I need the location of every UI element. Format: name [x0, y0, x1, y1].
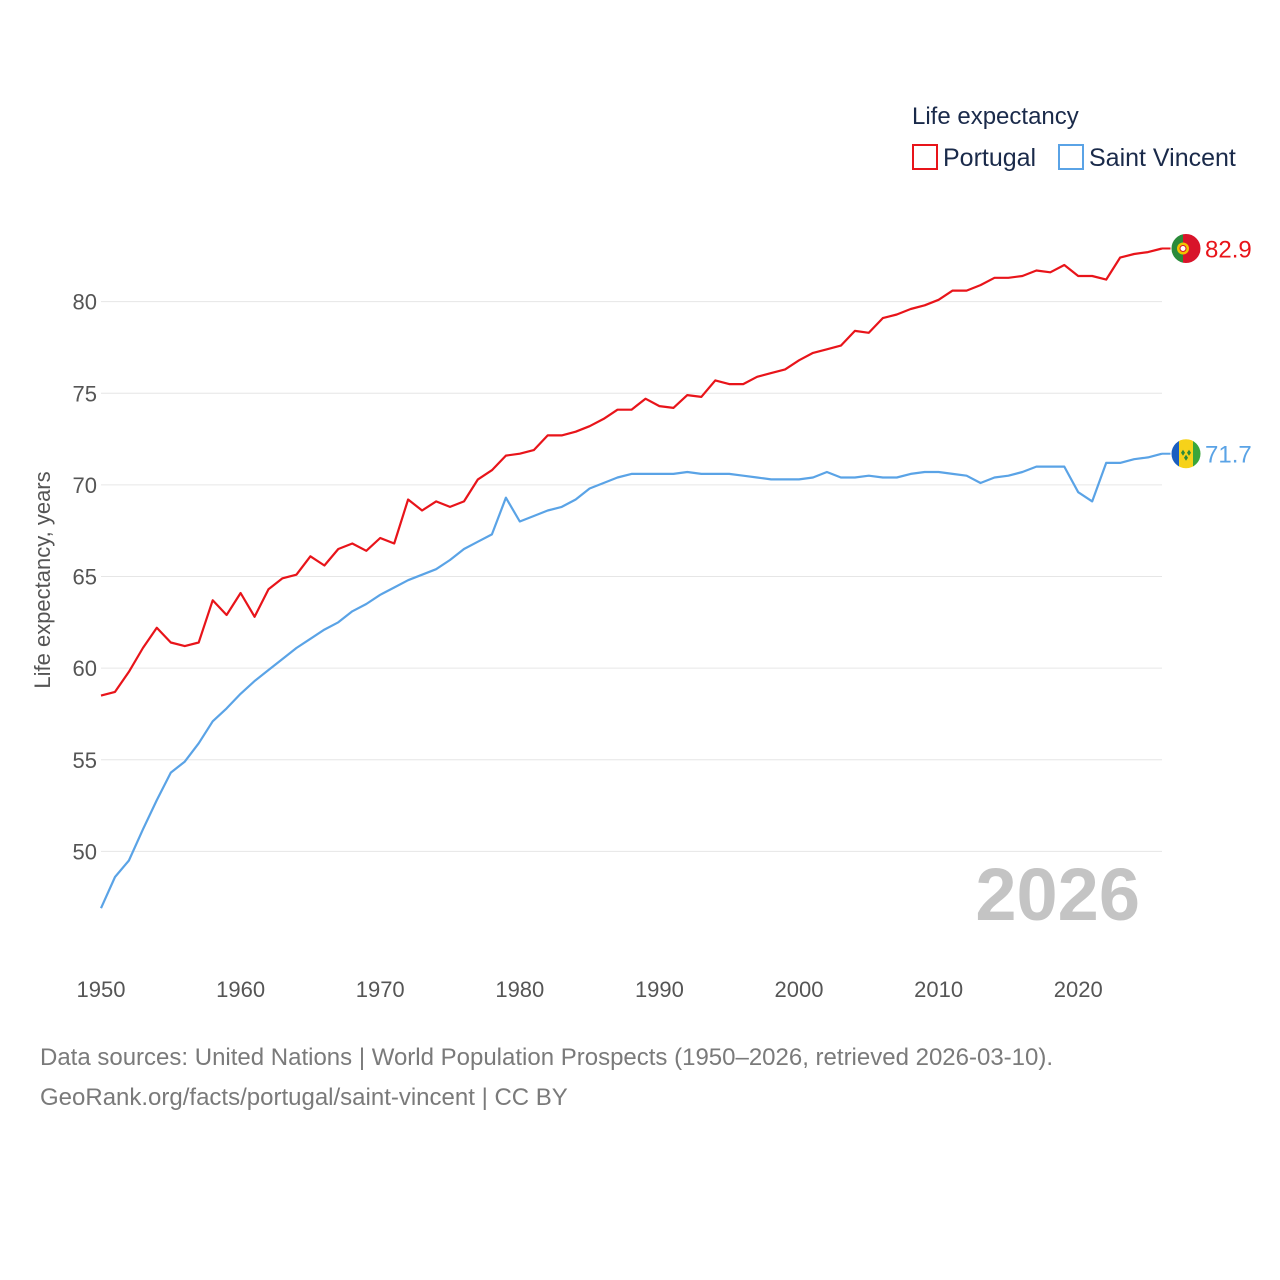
y-tick-label-60: 60: [73, 656, 97, 681]
x-tick-label-2010: 2010: [914, 977, 963, 1002]
y-axis-ticks: 50 55 60 65 70 75 80: [73, 290, 97, 865]
x-tick-label-1980: 1980: [495, 977, 544, 1002]
source-attribution: Data sources: United Nations | World Pop…: [40, 1044, 1054, 1071]
legend-swatch-saint-vincent: [1058, 144, 1084, 170]
portugal-flag-icon: [1171, 233, 1201, 264]
y-axis-title: Life expectancy, years: [30, 471, 55, 688]
source-link[interactable]: GeoRank.org/facts/portugal/saint-vincent…: [40, 1084, 568, 1111]
y-tick-label-70: 70: [73, 473, 97, 498]
saint-vincent-flag-icon: [1171, 438, 1201, 469]
x-tick-label-1950: 1950: [77, 977, 126, 1002]
series-line-portugal: [100, 247, 1163, 697]
legend-item-saint-vincent[interactable]: Saint Vincent: [1058, 144, 1236, 172]
x-tick-label-2000: 2000: [775, 977, 824, 1002]
x-tick-label-1990: 1990: [635, 977, 684, 1002]
series-line-saint-vincent: [99, 452, 1163, 909]
y-tick-label-65: 65: [73, 565, 97, 590]
flag-border-saint-vincent: [1170, 438, 1202, 470]
legend: Life expectancy Portugal Saint Vincent: [912, 103, 1236, 172]
y-tick-label-50: 50: [73, 839, 97, 864]
flag-border-portugal: [1170, 232, 1202, 264]
x-tick-label-1970: 1970: [356, 977, 405, 1002]
end-value-label-portugal: 82.9: [1205, 236, 1252, 263]
end-value-label-saint-vincent: 71.7: [1205, 442, 1252, 469]
legend-label-portugal: Portugal: [943, 144, 1036, 172]
series-end-markers: 82.9 71.7: [1162, 232, 1252, 470]
y-tick-label-75: 75: [73, 381, 97, 406]
series-lines: [99, 247, 1163, 909]
year-watermark: 2026: [975, 853, 1140, 936]
y-tick-label-80: 80: [73, 290, 97, 315]
x-tick-label-1960: 1960: [216, 977, 265, 1002]
x-tick-label-2020: 2020: [1054, 977, 1103, 1002]
y-tick-label-55: 55: [73, 748, 97, 773]
legend-swatch-portugal: [912, 144, 938, 170]
legend-title: Life expectancy: [912, 103, 1079, 130]
legend-label-saint-vincent: Saint Vincent: [1089, 144, 1236, 172]
legend-item-portugal[interactable]: Portugal: [912, 144, 1036, 172]
x-axis-ticks: 1950 1960 1970 1980 1990 2000 2010 2020: [77, 977, 1103, 1002]
gridlines: [101, 301, 1162, 852]
life-expectancy-chart: 50 55 60 65 70 75 80 1950 1960 1970 1980 1990 2000 2…: [30, 103, 1252, 1002]
